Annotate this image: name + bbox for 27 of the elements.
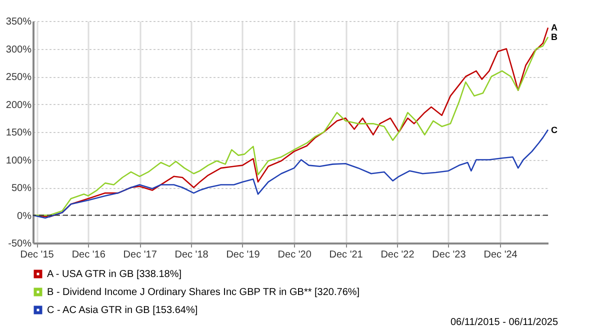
x-tick-label: Dec '17 xyxy=(123,250,158,260)
y-tick-label: 150% xyxy=(6,128,32,138)
annotation: A xyxy=(551,22,558,33)
x-tick-label: Dec '21 xyxy=(329,250,364,260)
x-tick-label: Dec '15 xyxy=(20,250,54,260)
y-tick-label: 100% xyxy=(6,155,32,166)
x-tick-label: Dec '16 xyxy=(72,250,106,260)
annotation: B xyxy=(551,32,558,42)
y-tick-label: 50% xyxy=(11,183,32,194)
y-tick-label: 0% xyxy=(17,210,32,222)
legend-label: A - USA GTR in GB [338.18%] xyxy=(47,269,182,280)
x-tick-label: Dec '24 xyxy=(484,250,518,260)
annotation: C xyxy=(551,124,558,135)
x-tick-label: Dec '19 xyxy=(226,250,260,260)
y-tick-label: 250% xyxy=(6,72,32,83)
x-tick-label: Dec '23 xyxy=(432,250,466,260)
text: 06/11/2015 - 06/11/2025 xyxy=(450,317,558,328)
legend-label: C - AC Asia GTR in GB [153.64%] xyxy=(47,305,198,316)
x-tick-label: Dec '18 xyxy=(174,250,209,260)
legend-label: B - Dividend Income J Ordinary Shares Inc GBP TR in GB** [320.76%] xyxy=(47,287,360,298)
line-series xyxy=(32,129,549,219)
y-tick-label: -50% xyxy=(8,238,32,250)
y-tick-label: 200% xyxy=(6,100,32,111)
y-tick-label: 300% xyxy=(6,44,32,56)
x-tick-label: Dec '20 xyxy=(278,250,312,260)
x-tick-label: Dec '22 xyxy=(380,250,415,260)
y-tick-label: 350% xyxy=(6,16,32,28)
